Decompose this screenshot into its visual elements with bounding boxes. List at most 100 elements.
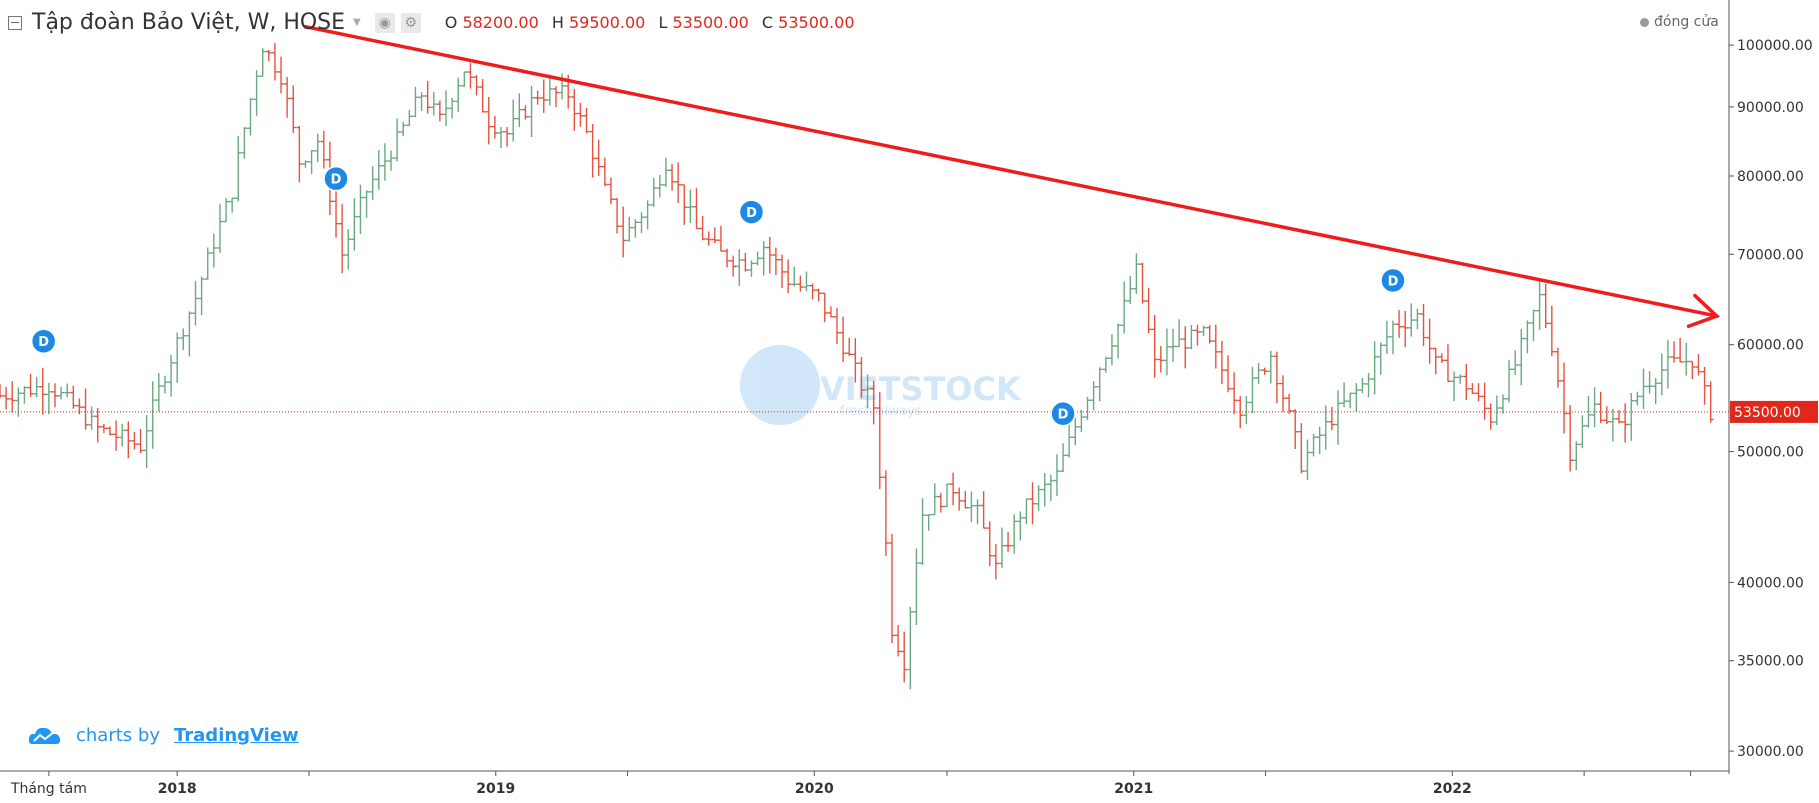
ohlc-bar-down (595, 139, 602, 176)
ohlc-bar-down (1542, 283, 1549, 328)
ohlc-bar-down (1616, 410, 1623, 424)
collapse-icon[interactable] (8, 15, 22, 30)
ohlc-bar-up (1176, 319, 1183, 348)
visibility-eye-icon[interactable]: ◉ (374, 12, 395, 33)
ohlc-bar-down (779, 254, 786, 289)
time-tick-label: 2020 (795, 781, 834, 797)
ohlc-bar-up (1341, 382, 1348, 408)
ohlc-bar-up (1041, 472, 1048, 507)
ohlc-bar-up (931, 483, 938, 516)
ohlc-bar-down (669, 164, 676, 191)
ohlc-bar-up (1408, 303, 1415, 337)
ohlc-bar-up (88, 406, 95, 430)
ohlc-bar-down (1286, 393, 1293, 414)
dividend-marker[interactable]: D (323, 165, 349, 192)
ohlc-bar-up (192, 280, 199, 326)
dividend-marker-circle (323, 165, 349, 192)
dividend-marker[interactable]: D (1380, 267, 1406, 294)
dividend-markers[interactable]: D D D D D (30, 165, 1406, 427)
ohlc-bar-down (1548, 305, 1555, 357)
ohlc-bar-up (1628, 392, 1635, 441)
ohlc-bar-down (1554, 347, 1561, 388)
ohlc-bar-down (1567, 405, 1574, 472)
ohlc-bar-down (858, 357, 865, 398)
ohlc-bar-down (1151, 314, 1158, 378)
ohlc-bar-down (1695, 354, 1702, 376)
ohlc-bar-up (168, 354, 175, 397)
ohlc-bar-down (1029, 482, 1036, 525)
ohlc-bar-up (1347, 392, 1354, 409)
tradingview-branding[interactable]: charts by TradingView (28, 724, 299, 746)
dividend-marker[interactable]: D (30, 328, 57, 354)
ohlc-bar-down (284, 77, 291, 118)
ohlc-bar-up (1170, 328, 1177, 362)
ohlc-bar-up (1658, 353, 1665, 396)
dividend-marker-label: D (38, 335, 49, 350)
ohlc-bar-down (1444, 344, 1451, 382)
ohlc-bar-up (1640, 368, 1647, 410)
ohlc-bar-up (1200, 325, 1207, 337)
ohlc-bar-up (64, 383, 71, 398)
ohlc-bar-up (449, 98, 456, 119)
ohlc-bar-down (876, 391, 883, 490)
ohlc-bar-up (345, 229, 352, 270)
tradingview-link[interactable]: TradingView (173, 724, 299, 746)
ohlc-bar-up (968, 491, 975, 523)
ohlc-bar-down (834, 307, 841, 345)
ohlc-bar-down (1426, 318, 1433, 364)
ohlc-bar-up (314, 133, 321, 163)
ohlc-bar-down (436, 100, 443, 122)
ohlc-bar-down (1438, 353, 1445, 363)
ohlc-bar-up (1035, 485, 1042, 511)
ohlc-bar-down (1475, 383, 1482, 402)
price-tick-label: 40000.00 (1737, 575, 1804, 591)
ohlc-bar-up (1609, 408, 1616, 442)
ohlc-bar-down (772, 247, 779, 276)
ohlc-bar-up (1047, 474, 1054, 502)
chevron-down-icon[interactable]: ▼ (353, 17, 361, 28)
ohlc-bar-up (259, 48, 266, 77)
ohlc-bar-down (1402, 310, 1409, 348)
ohlc-bar-up (461, 71, 468, 88)
ohlc-bar-up (1011, 514, 1018, 554)
ohlc-bar-down (962, 490, 969, 509)
ohlc-bar-up (650, 178, 657, 207)
ohlc-bar-up (186, 311, 193, 357)
ohlc-bar-up (791, 266, 798, 287)
ohlc-bar-down (1005, 531, 1012, 552)
ohlc-bar-up (174, 332, 181, 383)
price-tick-label: 60000.00 (1737, 338, 1804, 354)
ohlc-bar-up (406, 109, 413, 127)
last-price-label: 53500.00 (1734, 405, 1801, 421)
ohlc-bar-down (125, 421, 132, 459)
ohlc-values: O 58200.00 H 59500.00 L 53500.00 C 53500… (437, 13, 855, 32)
ohlc-bar-up (1133, 253, 1140, 294)
ohlc-bar-down (1182, 326, 1189, 369)
price-tick-label: 35000.00 (1737, 654, 1804, 670)
price-tick-label: 30000.00 (1737, 744, 1804, 760)
ohlc-bar-up (1353, 383, 1360, 412)
dividend-marker[interactable]: D (738, 199, 765, 225)
time-tick-label: 2022 (1433, 781, 1472, 797)
ohlc-bar-up (1383, 320, 1390, 354)
ohlc-bar-down (485, 97, 492, 145)
ohlc-bar-up (155, 373, 162, 412)
ohlc-bar-up (1506, 360, 1513, 403)
ohlc-bar-down (1261, 367, 1268, 375)
ohlc-bar-up (229, 197, 236, 213)
ohlc-bar-up (161, 375, 168, 394)
ohlc-bar-up (754, 251, 761, 266)
ohlc-bar-up (1646, 371, 1653, 394)
ohlc-bar-down (717, 225, 724, 252)
ohlc-bar-up (375, 149, 382, 190)
close-value: 53500.00 (778, 13, 855, 32)
ohlc-bar-down (956, 487, 963, 511)
ohlc-bar-up (430, 91, 437, 116)
symbol-title[interactable]: Tập đoàn Bảo Việt, W, HOSE (32, 10, 346, 35)
low-key: L (658, 13, 668, 32)
dividend-marker[interactable]: D (1050, 400, 1076, 427)
settings-gear-icon[interactable]: ⚙ (400, 12, 421, 33)
ohlc-bar-down (0, 384, 3, 399)
